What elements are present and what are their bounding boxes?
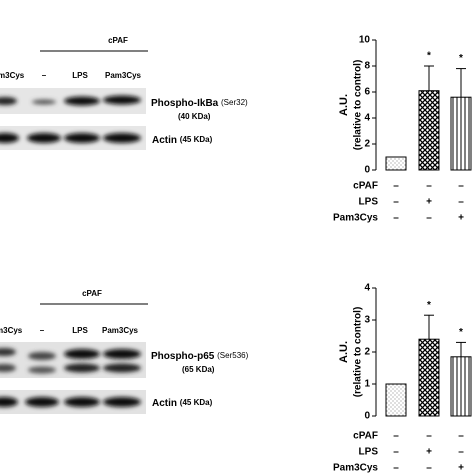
y-tick-label: 3 (364, 315, 370, 326)
significance: * (459, 327, 463, 338)
condition-name: LPS (359, 447, 379, 458)
lane-label: Pam3Cys (102, 326, 139, 335)
target-size: (65 KDa) (182, 365, 215, 374)
bands (0, 95, 141, 106)
bar (385, 383, 407, 417)
blot-membrane (0, 342, 146, 378)
bar (450, 356, 472, 417)
bands (0, 133, 141, 143)
condition-name: LPS (359, 197, 379, 208)
control-size: (45 KDa) (180, 135, 213, 144)
bar (418, 90, 440, 171)
condition-mark: – (393, 181, 399, 192)
error-bar (424, 314, 434, 340)
y-tick-label: 10 (359, 35, 371, 46)
target-site: (Ser536) (217, 351, 248, 360)
target-name: Phospho-IkBa (151, 98, 219, 109)
condition-mark: – (393, 197, 399, 208)
y-tick-label: 0 (364, 411, 370, 422)
lane-label: Pam3Cys (105, 71, 142, 80)
condition-name: cPAF (353, 431, 378, 442)
error-bar (456, 68, 466, 98)
y-tick-label: 4 (364, 113, 370, 124)
condition-mark: – (393, 447, 399, 458)
lane-label: – (42, 71, 47, 80)
y-tick-label: 1 (364, 379, 370, 390)
condition-mark: – (426, 181, 432, 192)
lane-label: – (40, 326, 45, 335)
condition-mark: – (426, 213, 432, 224)
target-label: Phospho-IkBa (Ser32) (151, 98, 248, 109)
y-axis-label: A.U. (338, 94, 350, 116)
condition-name: Pam3Cys (333, 213, 378, 224)
condition-mark: + (426, 447, 432, 458)
blot-top: cPAF m3Cys – LPS Pam3Cys Phospho-IkBa (S… (0, 36, 248, 150)
control-name: Actin (152, 398, 177, 409)
lane-label: m3Cys (0, 71, 25, 80)
condition-mark: – (393, 431, 399, 442)
condition-mark: + (426, 197, 432, 208)
y-tick-label: 2 (364, 139, 370, 150)
control-label: Actin (45 KDa) (152, 398, 213, 409)
y-axis-label: A.U. (338, 341, 350, 363)
y-axis-label: (relative to control) (353, 307, 364, 398)
target-size: (40 KDa) (178, 112, 211, 121)
bar (418, 338, 440, 417)
y-tick-label: 4 (364, 283, 370, 294)
condition-mark: – (458, 447, 464, 458)
error-bar (456, 341, 466, 357)
condition-mark: – (458, 181, 464, 192)
y-tick-label: 8 (364, 61, 370, 72)
condition-mark: + (458, 213, 464, 224)
blot-header: cPAF (82, 289, 102, 298)
control-label: Actin (45 KDa) (152, 135, 213, 146)
control-name: Actin (152, 135, 177, 146)
bar (450, 96, 472, 171)
blot-header: cPAF (108, 36, 128, 45)
condition-mark: + (458, 463, 464, 474)
bands (0, 348, 141, 374)
condition-name: Pam3Cys (333, 463, 378, 474)
y-tick-label: 0 (364, 165, 370, 176)
condition-mark: – (426, 431, 432, 442)
condition-name: cPAF (353, 181, 378, 192)
y-tick-label: 2 (364, 347, 370, 358)
target-label: Phospho-p65 (Ser536) (151, 351, 249, 362)
y-tick-label: 6 (364, 87, 370, 98)
condition-mark: – (393, 463, 399, 474)
condition-mark: – (458, 197, 464, 208)
lane-label: LPS (72, 326, 88, 335)
y-axis-label: (relative to control) (353, 60, 364, 151)
condition-mark: – (426, 463, 432, 474)
significance: * (459, 53, 463, 64)
target-name: Phospho-p65 (151, 351, 215, 362)
condition-mark: – (458, 431, 464, 442)
lane-label: m3Cys (0, 326, 23, 335)
significance: * (427, 300, 431, 311)
error-bar (424, 65, 434, 91)
condition-mark: – (393, 213, 399, 224)
control-size: (45 KDa) (180, 398, 213, 407)
blot-bottom: cPAF m3Cys – LPS Pam3Cys Phospho-p65 (Se… (0, 289, 249, 414)
target-site: (Ser32) (221, 98, 248, 107)
bands (0, 397, 141, 407)
lane-label: LPS (72, 71, 88, 80)
bar (385, 156, 407, 171)
significance: * (427, 51, 431, 62)
